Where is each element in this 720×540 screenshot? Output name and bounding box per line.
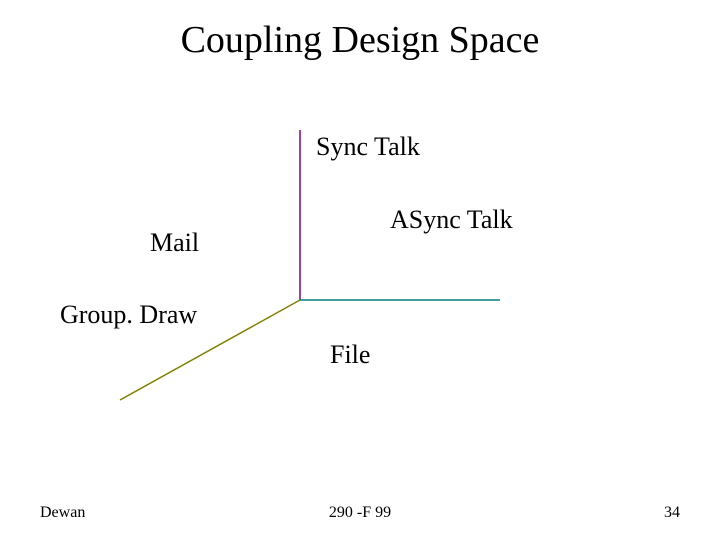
footer-course: 290 -F 99 xyxy=(0,504,720,522)
label-mail: Mail xyxy=(150,228,199,258)
footer-page: 34 xyxy=(664,504,680,522)
label-file: File xyxy=(330,340,370,370)
slide: Coupling Design Space Sync Talk ASync Ta… xyxy=(0,0,720,540)
axes-diagram xyxy=(0,0,720,540)
label-async-talk: ASync Talk xyxy=(390,205,513,235)
label-group-draw: Group. Draw xyxy=(60,300,197,330)
label-sync-talk: Sync Talk xyxy=(316,132,420,162)
